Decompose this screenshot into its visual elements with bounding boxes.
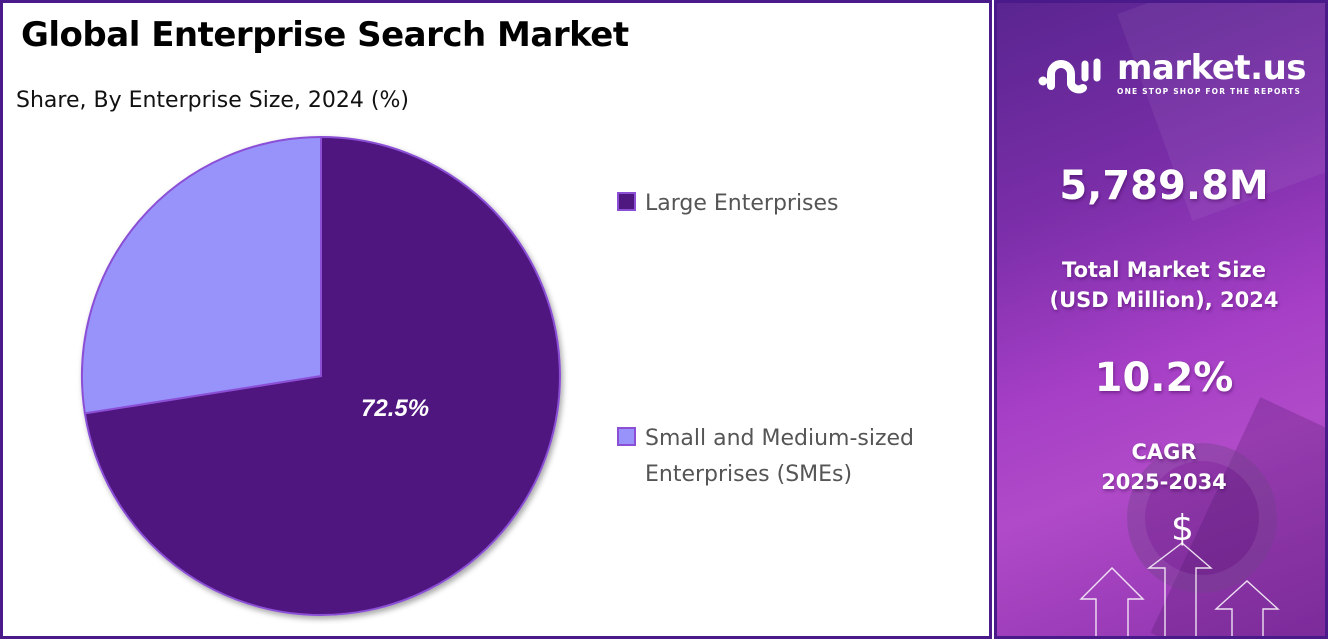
dollar-icon: $ [1171,508,1194,549]
chart-panel: Global Enterprise Search Market Share, B… [0,0,992,639]
legend-label: Large Enterprises [645,191,839,216]
market-size-label: Total Market Size (USD Million), 2024 [997,255,1325,315]
legend-swatch-large [617,192,636,211]
brand-logo: market.us ONE STOP SHOP FOR THE REPORTS [1037,48,1307,96]
brand-tagline: ONE STOP SHOP FOR THE REPORTS [1117,87,1302,96]
market-size-label-line1: Total Market Size [1062,258,1266,282]
legend-item-large-enterprises[interactable]: Large Enterprises [617,186,839,222]
market-size-value: 5,789.8M [1059,163,1269,209]
market-us-logo-icon [1038,58,1101,93]
cagr-label-line2: 2025-2034 [1101,470,1227,494]
legend-label: Small and Medium-sized Enterprises (SMEs… [645,426,915,487]
legend-item-smes[interactable]: Small and Medium-sized Enterprises (SMEs… [617,421,977,493]
stats-sidebar: market.us ONE STOP SHOP FOR THE REPORTS … [994,0,1328,639]
pie-label-large-enterprises: 72.5% [361,395,430,422]
cagr-value: 10.2% [1094,355,1234,401]
legend-swatch-smes [617,427,636,446]
chart-subtitle: Share, By Enterprise Size, 2024 (%) [16,88,409,113]
brand-name: market.us [1117,48,1307,88]
pie-slice-smes[interactable] [80,135,322,415]
cagr-label: CAGR 2025-2034 [997,437,1325,497]
cagr-label-line1: CAGR [1131,440,1197,464]
chart-title: Global Enterprise Search Market [21,15,629,55]
market-size-label-line2: (USD Million), 2024 [1049,288,1279,312]
pie-slice-large-enterprises[interactable] [83,135,561,616]
growth-arrows-icon [1079,542,1280,636]
